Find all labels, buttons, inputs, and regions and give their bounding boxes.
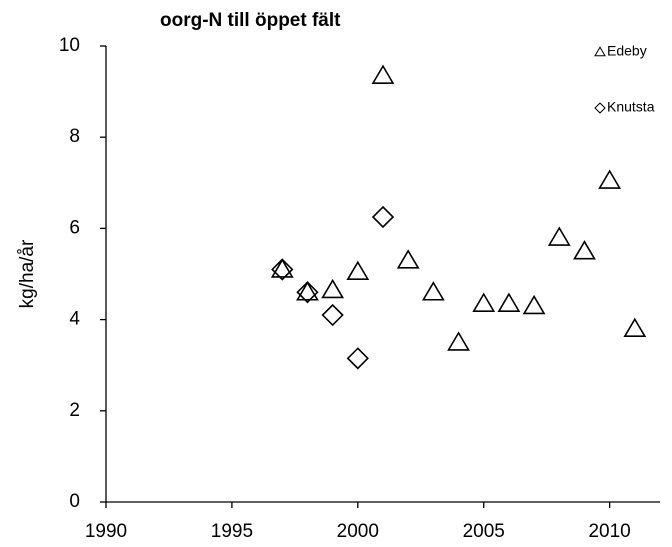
y-tick-label: 10 bbox=[59, 35, 80, 56]
x-tick-label: 1990 bbox=[85, 521, 127, 542]
x-tick-label: 1995 bbox=[211, 521, 253, 542]
y-tick-label: 6 bbox=[69, 217, 80, 238]
data-point bbox=[396, 249, 420, 269]
y-tick-label: 2 bbox=[69, 400, 80, 421]
data-point bbox=[421, 281, 445, 301]
data-point bbox=[522, 294, 546, 315]
data-point bbox=[573, 240, 596, 260]
chart-title: oorg-N till öppet fält bbox=[160, 10, 341, 31]
data-point bbox=[321, 278, 345, 299]
legend-label: Edeby bbox=[607, 43, 647, 59]
legend-marker bbox=[594, 46, 606, 57]
x-tick-label: 2010 bbox=[588, 521, 630, 542]
data-point bbox=[623, 317, 647, 338]
data-point bbox=[497, 292, 521, 312]
data-point bbox=[598, 169, 622, 189]
data-point bbox=[346, 260, 370, 281]
data-point bbox=[296, 281, 319, 304]
data-point bbox=[321, 303, 344, 327]
y-tick-label: 0 bbox=[69, 491, 80, 512]
data-point bbox=[346, 347, 369, 370]
data-point bbox=[371, 64, 395, 84]
data-point bbox=[472, 292, 496, 312]
data-point bbox=[371, 205, 395, 229]
data-point bbox=[270, 258, 294, 278]
data-point bbox=[547, 226, 571, 246]
data-point bbox=[271, 258, 294, 281]
legend-marker bbox=[594, 102, 606, 114]
data-point bbox=[447, 331, 470, 351]
y-tick-label: 8 bbox=[69, 126, 80, 147]
data-point bbox=[296, 281, 319, 301]
x-tick-label: 2000 bbox=[337, 521, 379, 542]
x-tick-label: 2005 bbox=[463, 521, 505, 542]
legend-label: Knutsta bbox=[607, 99, 655, 115]
y-axis-label: kg/ha/år bbox=[17, 239, 38, 308]
y-tick-label: 4 bbox=[69, 309, 80, 330]
